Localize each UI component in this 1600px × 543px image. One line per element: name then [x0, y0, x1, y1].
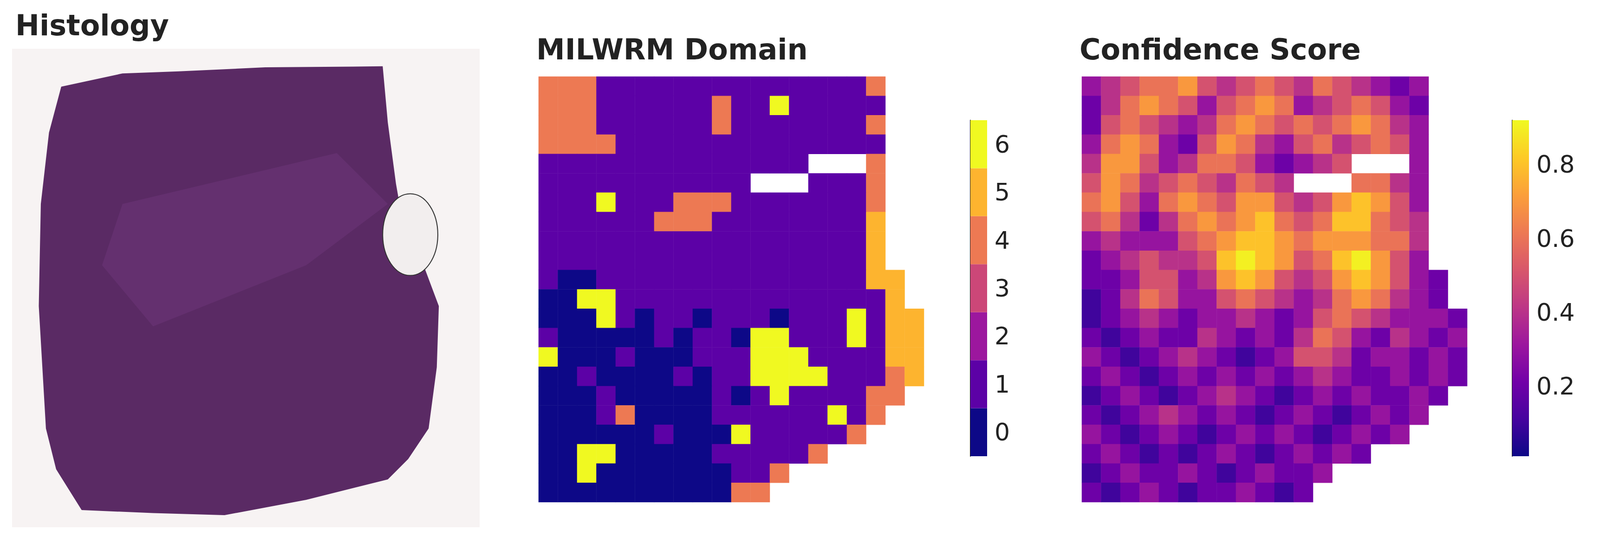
svg-text:0.8: 0.8 [1536, 150, 1575, 179]
svg-text:3: 3 [994, 274, 1010, 303]
svg-text:5: 5 [994, 178, 1010, 207]
svg-text:0.4: 0.4 [1536, 298, 1575, 327]
svg-text:MILWRM Domain: MILWRM Domain [536, 32, 808, 67]
svg-text:Histology: Histology [15, 8, 170, 43]
svg-text:Confidence Score: Confidence Score [1079, 32, 1361, 67]
svg-text:0.2: 0.2 [1536, 372, 1575, 401]
svg-text:1: 1 [994, 370, 1010, 399]
svg-text:4: 4 [994, 226, 1010, 255]
svg-text:6: 6 [994, 130, 1010, 159]
svg-text:0.6: 0.6 [1536, 224, 1575, 253]
svg-text:0: 0 [994, 418, 1010, 447]
svg-text:2: 2 [994, 322, 1010, 351]
